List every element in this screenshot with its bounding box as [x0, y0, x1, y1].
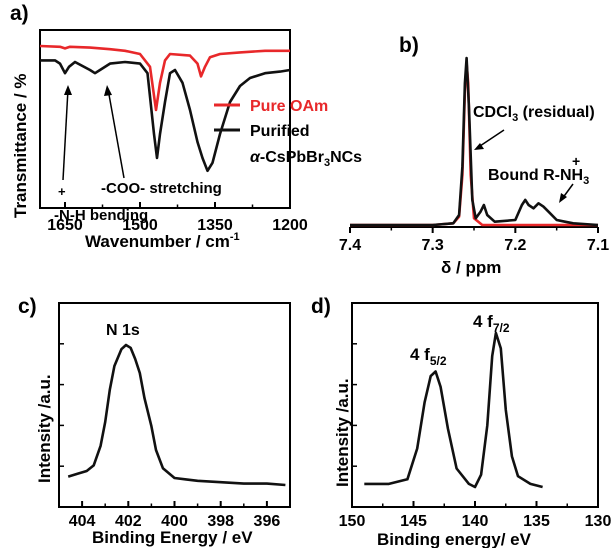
- annotation-4f72: 4 f7/2: [473, 312, 510, 335]
- panel-d-lines: [364, 331, 543, 489]
- x-tick-label: 1350: [197, 217, 233, 234]
- series-line-purified: [350, 56, 599, 227]
- annotation-bound-text: Bound R-NH3: [488, 167, 589, 187]
- panel-a-x-ticks: 1650 1500 1350 1200: [47, 202, 308, 234]
- panel-label-a: a): [10, 2, 29, 25]
- annotation-coo-arrow-line: [107, 88, 125, 179]
- panel-b-x-ticks: 7.4 7.3 7.2 7.1: [339, 227, 609, 254]
- annotation-coo: -COO- stretching: [101, 85, 222, 197]
- legend-label-oam: Pure OAm: [250, 98, 328, 115]
- panel-d-frame: [351, 302, 599, 508]
- x-tick-label: 404: [69, 513, 96, 530]
- x-tick-label: 7.2: [504, 237, 526, 254]
- annotation-nh-arrow-line: [62, 88, 69, 181]
- legend-label-ncs: α-CsPbBr3NCs: [250, 149, 362, 169]
- legend: Pure OAm Purified α-CsPbBr3NCs: [214, 98, 362, 169]
- x-tick-label: 140: [462, 513, 489, 530]
- panel-b-lines: [350, 56, 599, 227]
- panel-a-x-label: Wavenumber / cm-1: [85, 231, 240, 251]
- legend-label-purified: Purified: [250, 123, 310, 140]
- x-tick-label: 145: [400, 513, 427, 530]
- panel-c-ticks: 404 402 400 398 396: [59, 343, 281, 530]
- annotation-coo-text: -COO- stretching: [101, 180, 222, 197]
- series-line-n-1s: [67, 343, 286, 487]
- series-line-pure-oam: [39, 44, 290, 112]
- x-tick-label: 7.3: [422, 237, 444, 254]
- annotation-nh: + -N-H bending: [54, 85, 148, 224]
- annotation-n1s: N 1s: [106, 322, 140, 339]
- x-tick-label: 1650: [47, 217, 83, 234]
- panel-label-d: d): [311, 295, 331, 318]
- x-tick-label: 135: [523, 513, 550, 530]
- panel-d: 150 145 140 135 130 Intensity /a.u. Binding …: [333, 302, 612, 548]
- annotation-cdcl3: CDCl3 (residual): [473, 104, 595, 150]
- panel-b: 7.4 7.3 7.2 7.1 δ / ppm CDCl3 (residual) + …: [339, 56, 609, 277]
- panel-c-x-label: Binding Energy / eV: [92, 528, 253, 547]
- annotation-nh-arrowhead: [64, 85, 72, 95]
- x-tick-label: 396: [254, 513, 281, 530]
- x-tick-label: 400: [161, 513, 188, 530]
- panel-d-x-label: Binding energy/ eV: [377, 530, 532, 548]
- annotation-bound-charge: +: [572, 153, 580, 169]
- panel-d-y-label: Intensity /a.u.: [333, 378, 352, 487]
- x-tick-label: 398: [207, 513, 234, 530]
- annotation-cdcl3-text: CDCl3 (residual): [473, 104, 595, 124]
- x-tick-label: 130: [585, 513, 612, 530]
- annotation-nh-text: -N-H bending: [54, 207, 148, 224]
- panel-a: 1650 1500 1350 1200 Transmittance / % Waven…: [11, 29, 362, 251]
- annotation-cdcl3-arrowhead: [474, 143, 484, 150]
- x-tick-label: 1500: [122, 217, 158, 234]
- panel-a-y-label: Transmittance / %: [11, 73, 30, 218]
- panel-c: 404 402 400 398 396 Intensity /a.u. Binding …: [35, 302, 291, 547]
- panel-c-y-label: Intensity /a.u.: [35, 374, 54, 483]
- annotation-bound-arrowhead: [559, 193, 567, 203]
- x-tick-label: 7.4: [339, 237, 361, 254]
- annotation-coo-arrowhead: [104, 85, 112, 96]
- annotation-cdcl3-arrow-line: [476, 129, 505, 149]
- panel-label-c: c): [18, 295, 37, 318]
- panel-d-ticks: 150 145 140 135 130: [339, 343, 612, 530]
- panel-a-lines: [39, 44, 291, 173]
- panel-c-lines: [67, 343, 286, 487]
- series-line-pb-4f: [364, 331, 543, 489]
- panel-b-x-label: δ / ppm: [441, 258, 501, 277]
- x-tick-label: 1200: [272, 217, 308, 234]
- x-tick-label: 402: [115, 513, 142, 530]
- x-tick-label: 150: [339, 513, 366, 530]
- panel-label-b: b): [399, 34, 419, 57]
- annotation-4f52: 4 f5/2: [410, 345, 447, 368]
- annotation-bound: + Bound R-NH3: [488, 153, 589, 203]
- annotation-nh-charge: +: [58, 184, 66, 199]
- panel-a-frame: [39, 29, 291, 209]
- x-tick-label: 7.1: [587, 237, 609, 254]
- series-line-purified: [40, 59, 291, 173]
